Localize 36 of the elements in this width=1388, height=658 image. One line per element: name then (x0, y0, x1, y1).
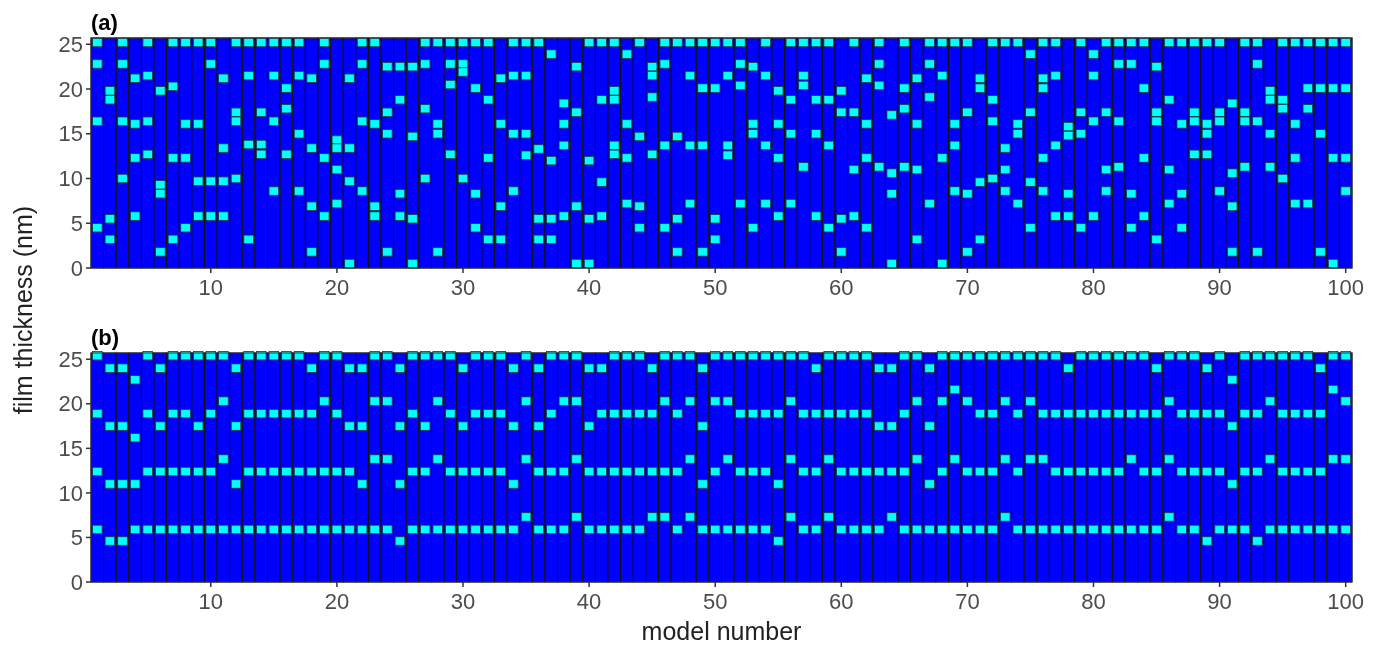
y-tick-label: 20 (58, 391, 83, 417)
y-tick-label: 15 (58, 121, 83, 147)
y-tick-label: 10 (58, 480, 83, 506)
x-tick-label: 10 (198, 275, 224, 300)
x-tick-label: 40 (576, 275, 602, 300)
chart-title: (b) (91, 325, 120, 350)
x-axis-title: model number (641, 617, 802, 645)
x-tick-label: 60 (829, 589, 854, 614)
y-axis-title: film thickness (nm) (9, 205, 37, 415)
y-tick-label: 20 (58, 76, 83, 102)
y-tick-label: 25 (58, 346, 83, 372)
x-tick-label: 20 (324, 589, 350, 614)
x-tick-label: 50 (702, 275, 728, 300)
x-tick-label: 50 (702, 589, 728, 614)
chart-title: (a) (91, 10, 118, 35)
x-tick-label: 100 (1327, 275, 1365, 300)
y-tick-label: 0 (70, 569, 83, 595)
x-tick-label: 100 (1327, 589, 1365, 614)
x-tick-label: 30 (450, 275, 476, 300)
y-tick-label: 10 (58, 166, 83, 192)
y-tick-label: 15 (58, 436, 83, 462)
x-tick-label: 60 (829, 275, 854, 300)
x-tick-label: 30 (450, 589, 476, 614)
x-tick-label: 20 (324, 275, 350, 300)
y-tick-label: 5 (70, 210, 83, 236)
y-tick-label: 5 (70, 525, 83, 551)
x-tick-label: 70 (955, 275, 980, 300)
x-tick-label: 10 (198, 589, 224, 614)
x-tick-label: 90 (1207, 589, 1232, 614)
y-tick-label: 25 (58, 31, 83, 57)
x-tick-label: 80 (1081, 275, 1106, 300)
x-tick-label: 90 (1207, 275, 1232, 300)
x-tick-label: 40 (576, 589, 602, 614)
x-tick-label: 70 (955, 589, 980, 614)
x-tick-label: 80 (1081, 589, 1106, 614)
y-tick-label: 0 (70, 255, 83, 281)
